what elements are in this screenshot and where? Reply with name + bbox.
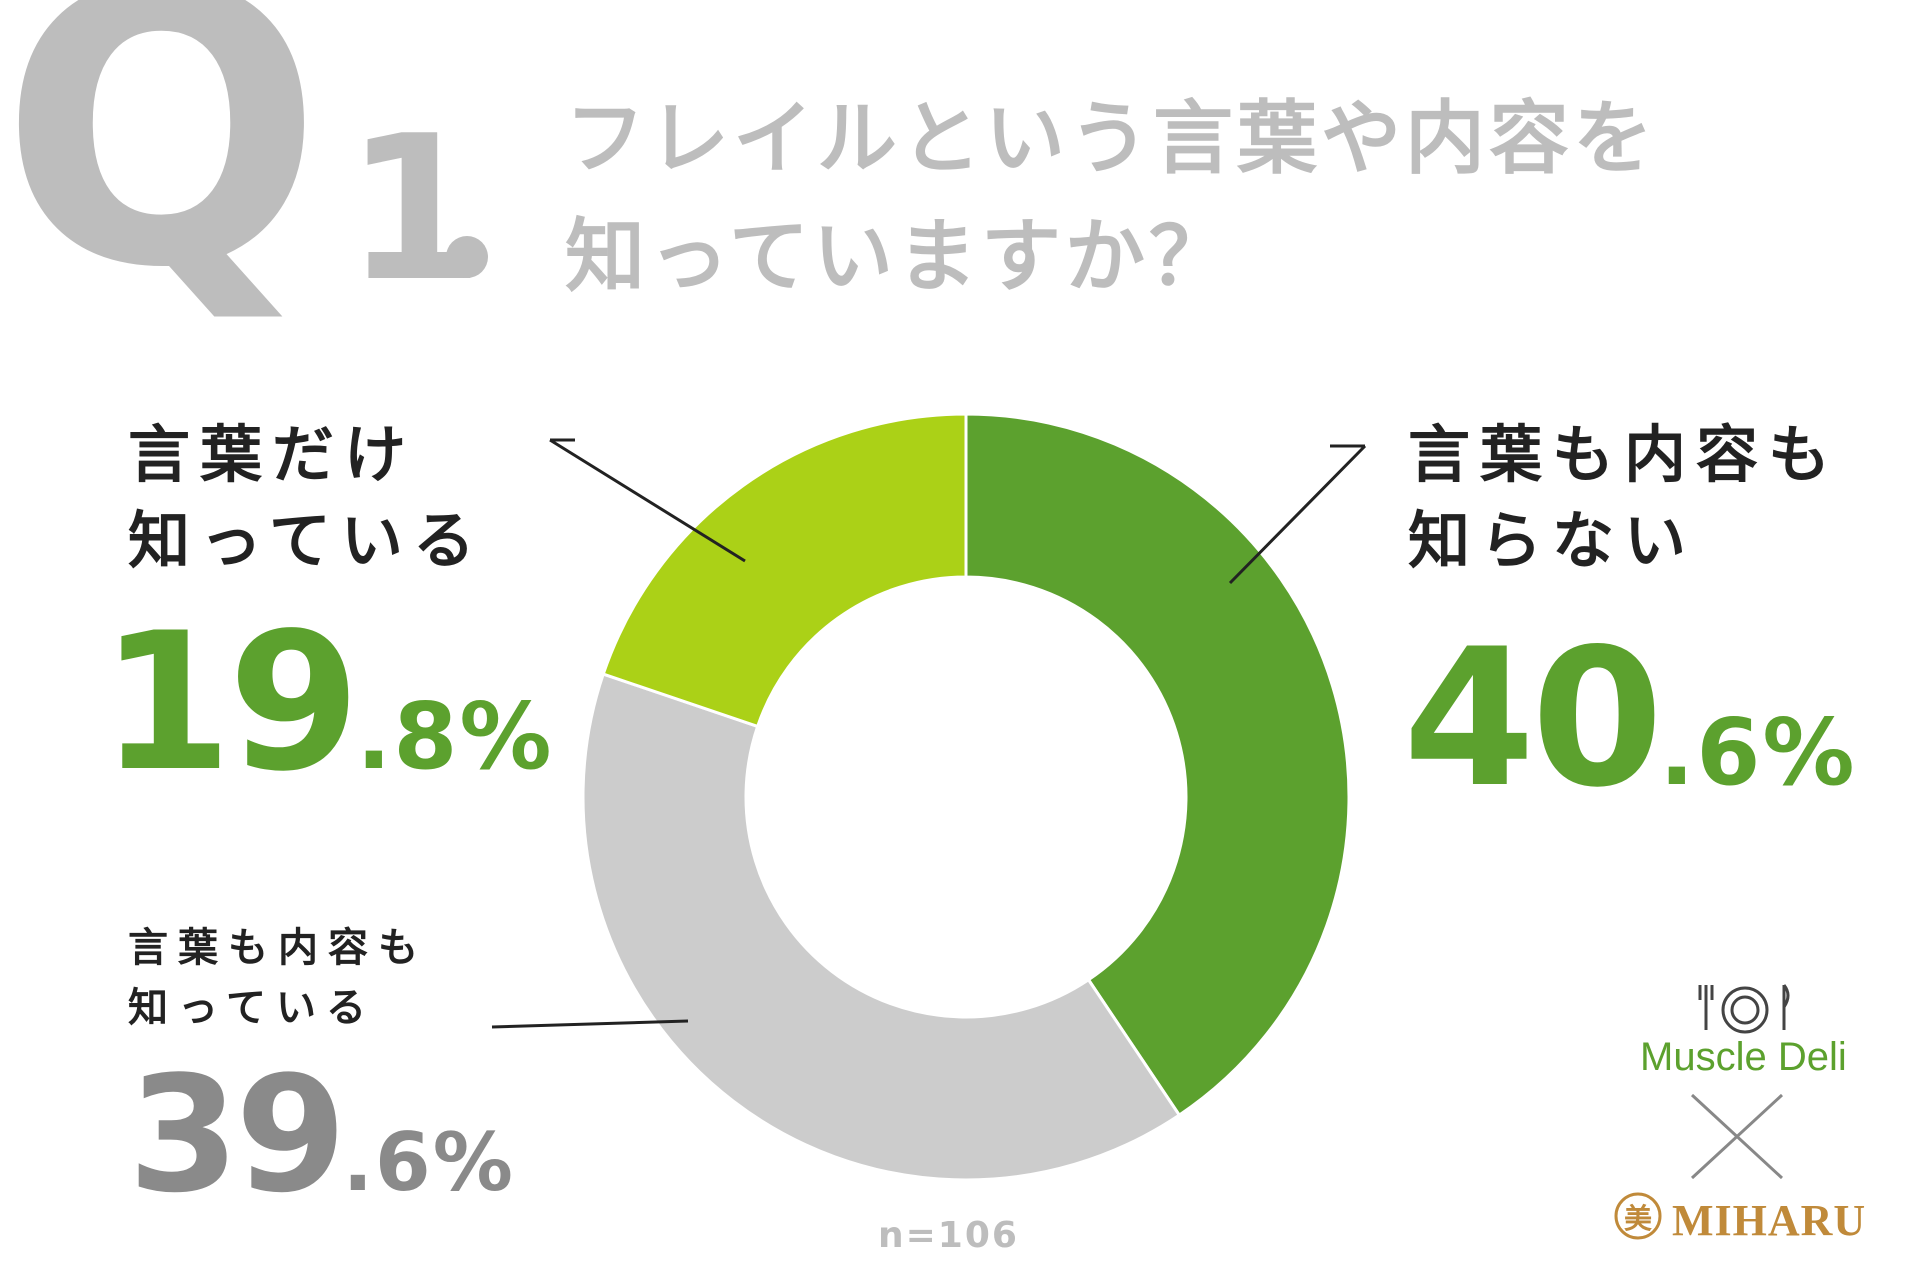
donut-slice-know-both xyxy=(581,672,1182,1182)
question-text: フレイルという言葉や内容を 知っていますか？ xyxy=(565,80,1885,316)
leader-line-know-both xyxy=(491,1019,689,1029)
collab-cross-icon xyxy=(1690,1093,1784,1180)
slice-label-word-only: 言葉だけ 知っている xyxy=(128,418,485,577)
leader-line-word-only xyxy=(549,438,746,563)
leader-line-know-neither xyxy=(1228,444,1367,585)
question-number-dot xyxy=(446,236,488,278)
donut-slice-know-neither xyxy=(964,412,1351,1118)
svg-text:美: 美 xyxy=(1624,1202,1652,1235)
slice-value-know-both: 39.6% xyxy=(128,1041,515,1228)
slice-value-word-only: 19.8% xyxy=(100,592,554,813)
brand-muscle-deli: Muscle Deli xyxy=(1640,1035,1847,1079)
question-text-line1: フレイルという言葉や内容を xyxy=(565,92,1657,185)
sample-size: n=106 xyxy=(878,1215,1019,1256)
slice-label-know-both: 言葉も内容も 知っている xyxy=(128,925,428,1031)
donut-chart xyxy=(581,412,1351,1182)
donut-slice-word-only xyxy=(601,412,968,729)
miharu-seal-icon: 美 xyxy=(1614,1192,1662,1240)
muscle-deli-logo-icon xyxy=(1698,984,1790,1034)
question-number: 1 xyxy=(345,93,485,326)
slice-label-know-neither: 言葉も内容も 知らない xyxy=(1408,418,1841,577)
brand-miharu: MIHARU xyxy=(1672,1196,1867,1245)
question-q-letter: Q xyxy=(0,0,323,351)
slice-value-know-neither: 40.6% xyxy=(1403,608,1857,829)
question-text-line2: 知っていますか？ xyxy=(565,210,1233,303)
